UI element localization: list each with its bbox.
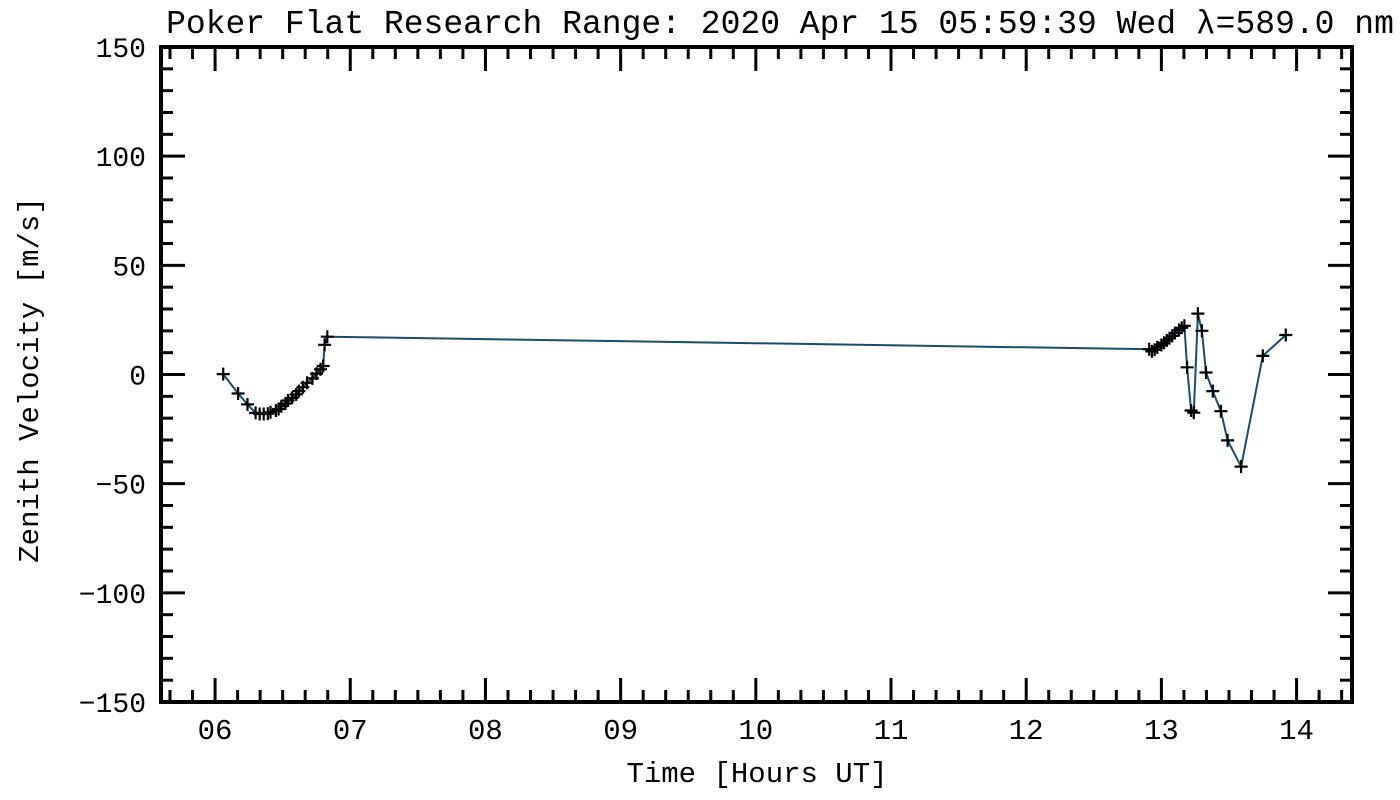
chart-title: Poker Flat Research Range: 2020 Apr 15 0… xyxy=(166,6,1394,43)
x-tick-label: 06 xyxy=(198,715,233,748)
x-tick-label: 10 xyxy=(738,715,773,748)
data-line xyxy=(222,312,1287,468)
y-tick-label: 100 xyxy=(96,144,146,175)
axis-ticks xyxy=(161,45,1352,704)
y-tick-label: −100 xyxy=(79,581,146,612)
x-tick-label: 14 xyxy=(1279,715,1314,748)
x-tick-label: 07 xyxy=(333,715,368,748)
data-markers xyxy=(216,307,1293,474)
x-tick-label: 09 xyxy=(603,715,638,748)
y-tick-label: 50 xyxy=(112,253,146,284)
y-tick-label: −50 xyxy=(96,472,146,503)
x-axis-title: Time [Hours UT] xyxy=(626,758,887,791)
x-tick-label: 11 xyxy=(874,715,909,748)
plot-frame xyxy=(159,45,1354,704)
y-axis-title: Zenith Velocity [m/s] xyxy=(14,197,47,562)
tick-labels: 150 100 50 0 −50 −100 −150 06 07 08 09 10 11 12 13 14 xyxy=(79,35,1314,748)
y-tick-label: 150 xyxy=(96,35,146,66)
y-tick-label: −150 xyxy=(79,690,146,721)
y-tick-label: 0 xyxy=(129,363,146,394)
x-tick-label: 08 xyxy=(468,715,503,748)
data-series xyxy=(216,307,1293,474)
x-tick-label: 13 xyxy=(1144,715,1179,748)
x-tick-label: 12 xyxy=(1009,715,1044,748)
